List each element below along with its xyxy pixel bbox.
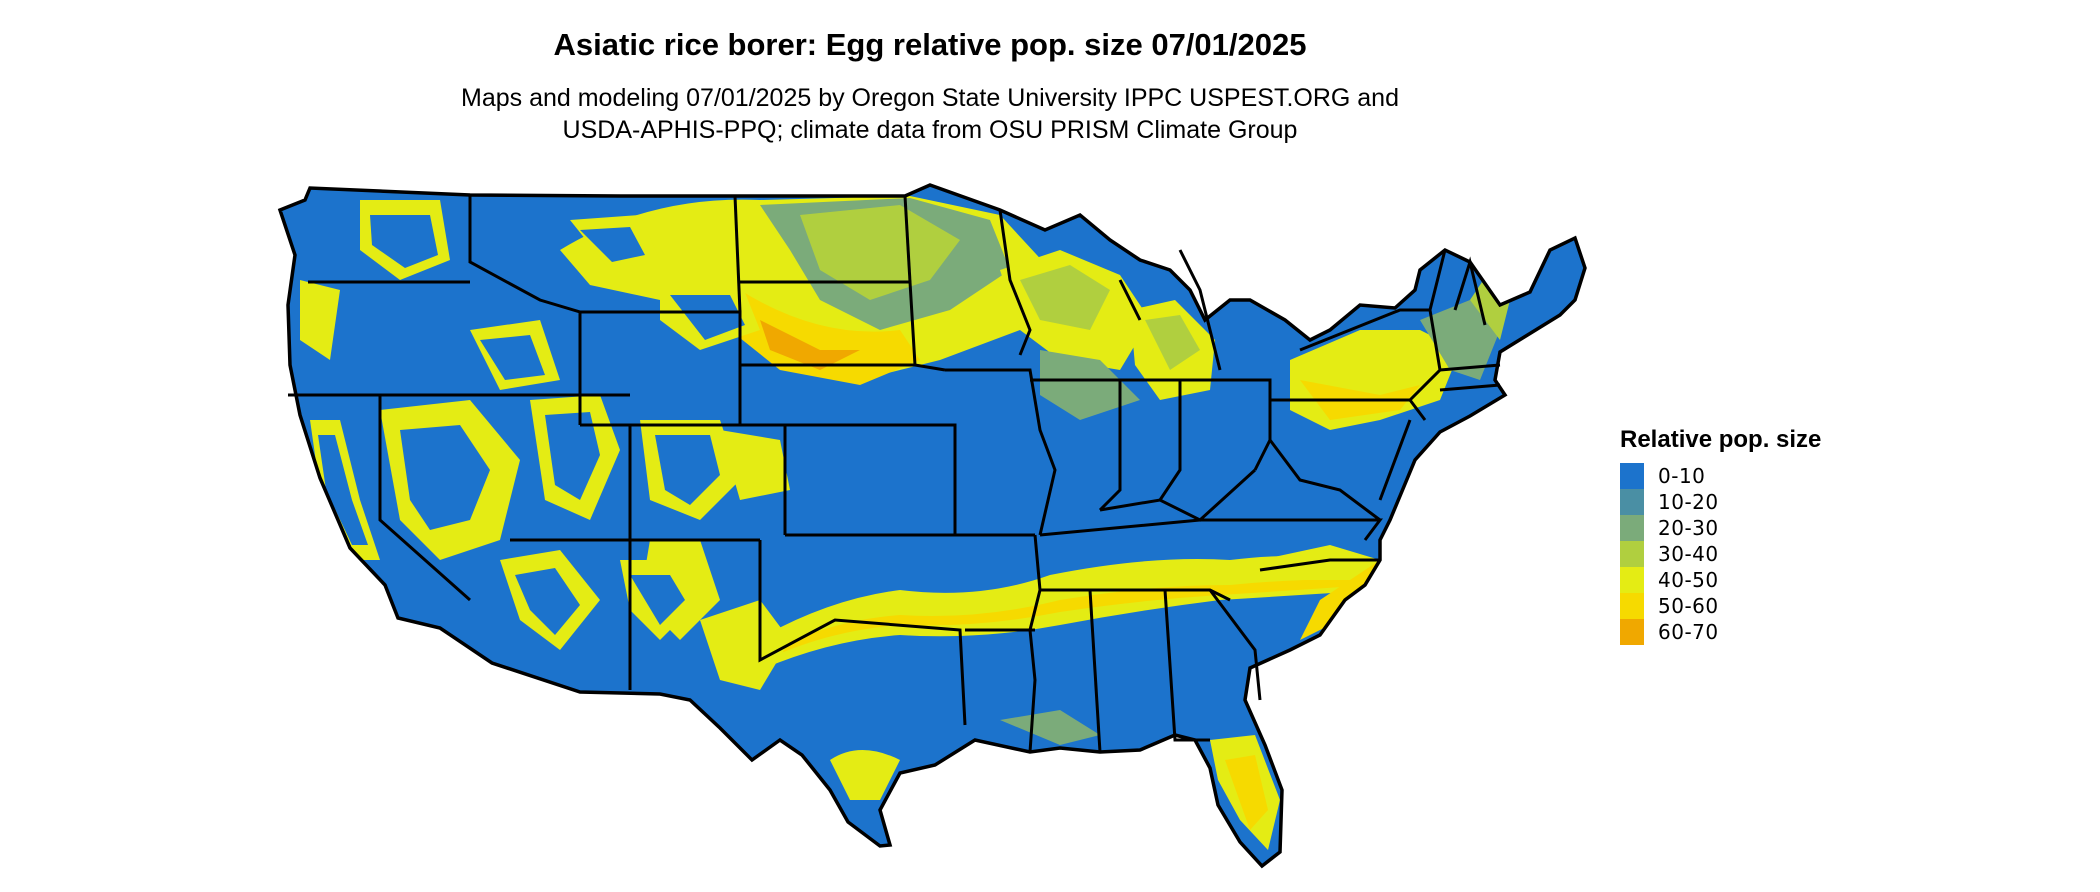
legend-label: 50-60	[1658, 594, 1719, 618]
legend-swatch	[1620, 593, 1644, 619]
legend-item: 20-30	[1620, 515, 1920, 541]
legend-swatch	[1620, 515, 1644, 541]
legend-swatch	[1620, 619, 1644, 645]
map-subtitle: Maps and modeling 07/01/2025 by Oregon S…	[0, 82, 1860, 146]
legend-swatch	[1620, 489, 1644, 515]
legend-items: 0-10 10-20 20-30 30-40 40-50 50-60 60-70	[1620, 463, 1920, 645]
legend: Relative pop. size 0-10 10-20 20-30 30-4…	[1620, 425, 1920, 645]
legend-label: 0-10	[1658, 464, 1706, 488]
legend-item: 10-20	[1620, 489, 1920, 515]
legend-item: 30-40	[1620, 541, 1920, 567]
legend-item: 60-70	[1620, 619, 1920, 645]
subtitle-line-2: USDA-APHIS-PPQ; climate data from OSU PR…	[562, 116, 1298, 144]
legend-item: 0-10	[1620, 463, 1920, 489]
legend-swatch	[1620, 541, 1644, 567]
legend-swatch	[1620, 463, 1644, 489]
legend-label: 20-30	[1658, 516, 1719, 540]
legend-label: 30-40	[1658, 542, 1719, 566]
legend-label: 40-50	[1658, 568, 1719, 592]
map-title: Asiatic rice borer: Egg relative pop. si…	[553, 27, 1307, 62]
subtitle-line-1: Maps and modeling 07/01/2025 by Oregon S…	[461, 84, 1399, 112]
legend-item: 50-60	[1620, 593, 1920, 619]
legend-item: 40-50	[1620, 567, 1920, 593]
legend-label: 60-70	[1658, 620, 1719, 644]
state-boundaries	[278, 183, 1587, 868]
legend-title: Relative pop. size	[1620, 426, 1822, 453]
legend-swatch	[1620, 567, 1644, 593]
legend-label: 10-20	[1658, 490, 1719, 514]
